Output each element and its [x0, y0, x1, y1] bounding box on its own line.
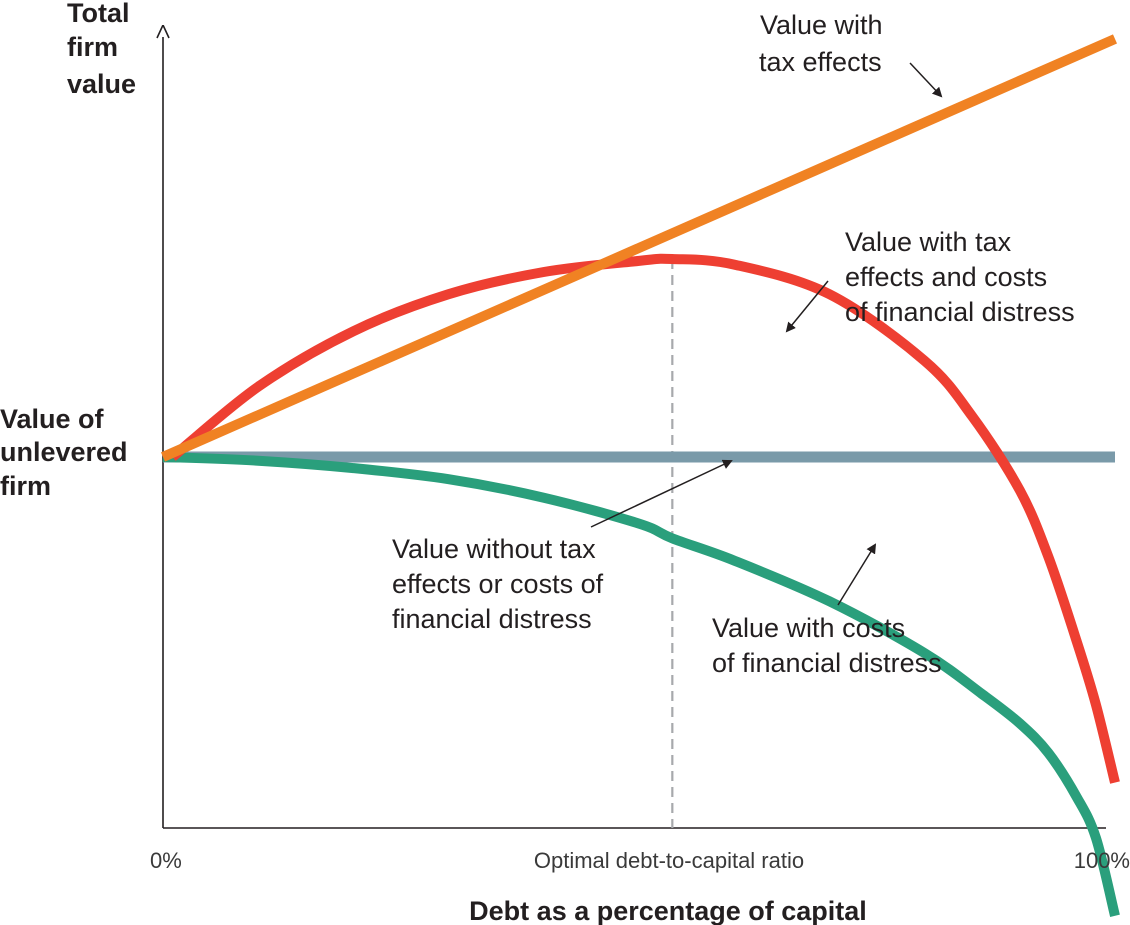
series-pointer-tax-distress: [785, 280, 829, 333]
x-tick-label-100: 100%: [1074, 848, 1130, 873]
series-label-tax-distress: Value with tax effects and costs of fina…: [845, 227, 1075, 327]
series-label-tax: Value with tax effects: [759, 10, 890, 77]
series-pointer-none: [590, 459, 733, 528]
series-pointer-tax: [909, 62, 943, 98]
series-layer: [160, 34, 1120, 917]
unlevered-firm-label: Value of unlevered firm: [0, 404, 135, 501]
series-label-distress: Value with costs of financial distress: [712, 613, 942, 678]
x-tick-label-0: 0%: [150, 848, 182, 873]
series-label-none: Value without tax effects or costs of fi…: [392, 534, 611, 634]
series-line-tax-distress: [169, 253, 1120, 784]
series-line-tax: [160, 34, 1118, 462]
y-axis-title: Total firm value: [67, 0, 137, 99]
series-line-distress: [162, 452, 1120, 917]
x-tick-label-optimal: Optimal debt-to-capital ratio: [534, 848, 804, 873]
x-axis-title: Debt as a percentage of capital: [469, 896, 867, 925]
series-pointer-distress: [837, 543, 877, 606]
